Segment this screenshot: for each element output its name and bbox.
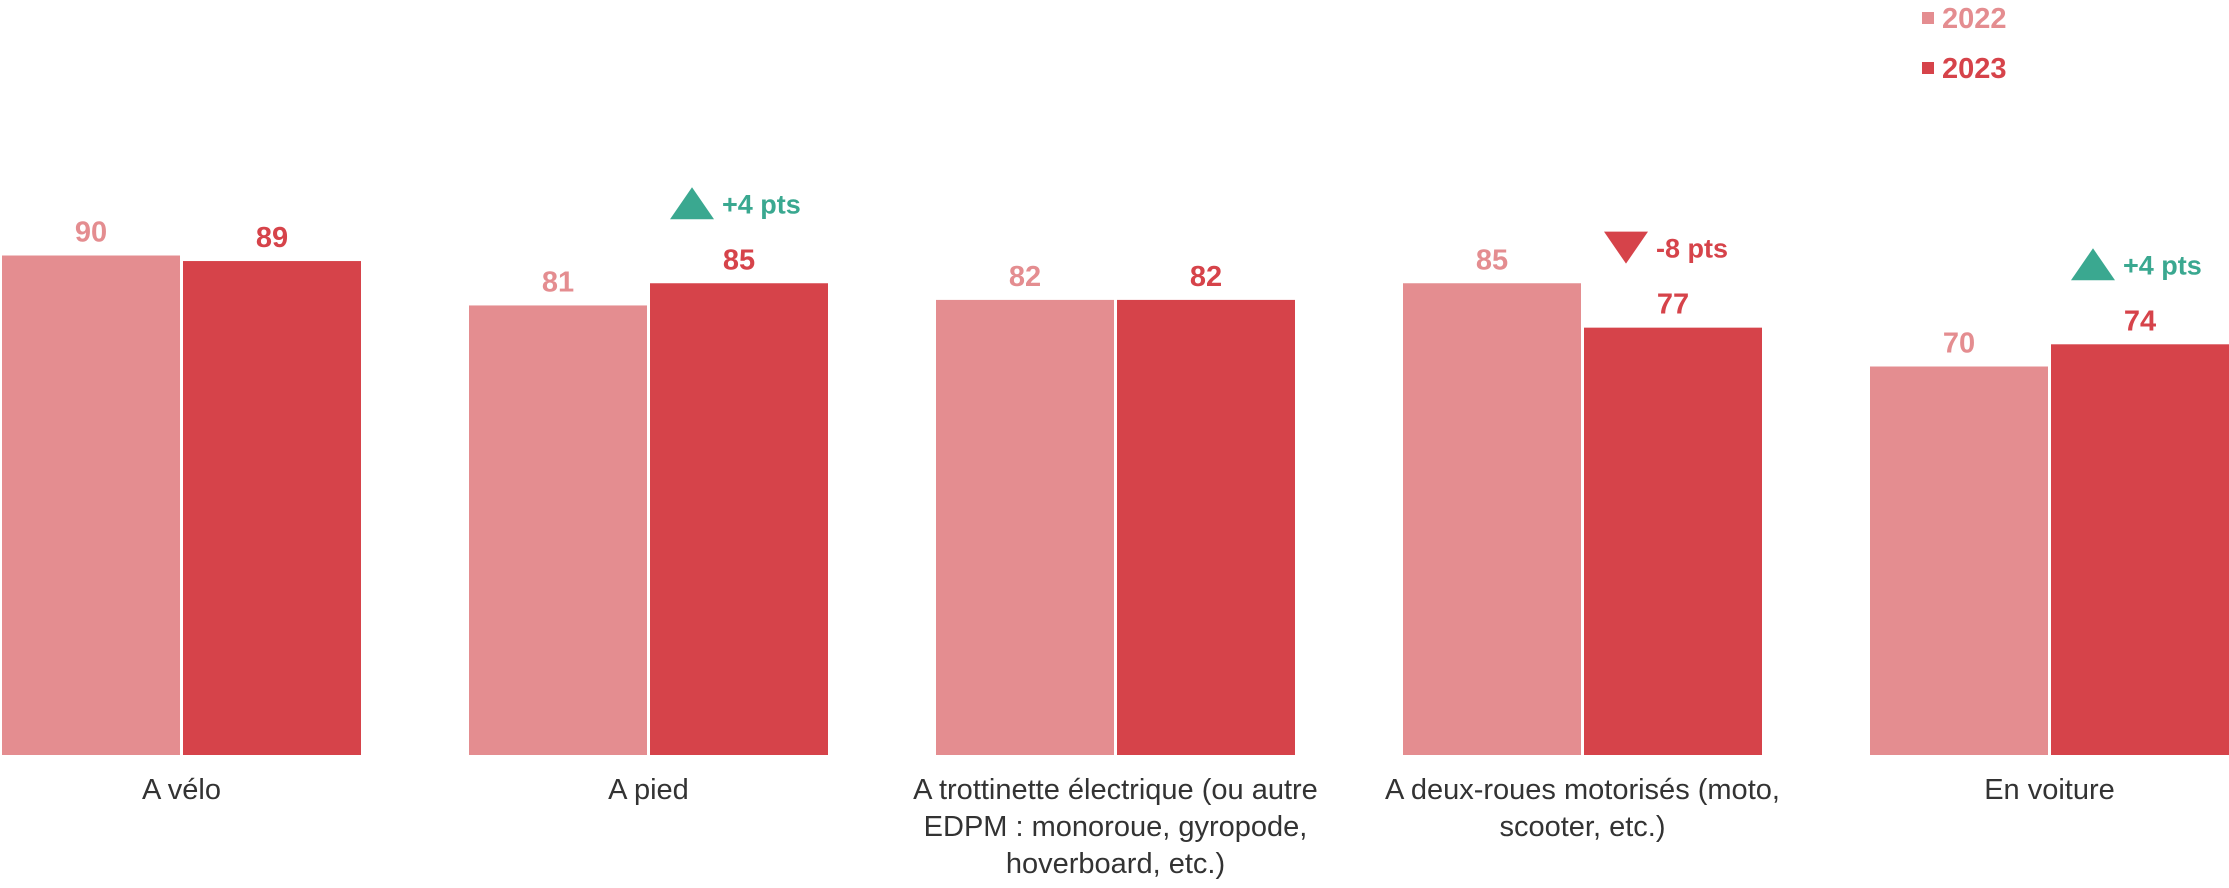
data-label-2023: 77 [1657,289,1689,321]
data-label-2023: 74 [2124,305,2156,337]
category-label: En voiture [1984,774,2115,806]
data-label-2022: 70 [1943,328,1975,360]
change-annotation: -8 pts [1656,234,1728,264]
category-label: A vélo [142,774,221,806]
legend-item-2022: 2022 [1922,3,2007,36]
bar-2022 [1870,366,2048,755]
legend-swatch-2023 [1922,62,1934,74]
category-label: A pied [608,774,689,806]
bar-2023 [1584,327,1762,755]
bar-2023 [183,261,361,755]
bar-2022 [2,255,180,755]
legend-label-2022: 2022 [1942,3,2007,35]
change-annotation: +4 pts [722,189,801,219]
bar-2022 [469,305,647,755]
data-label-2022: 85 [1476,244,1508,276]
bar-2023 [650,283,828,755]
triangle-up-icon [2071,248,2115,281]
legend-item-2023: 2023 [1922,53,2007,86]
bar-2022 [1403,283,1581,755]
legend-label-2023: 2023 [1942,53,2007,85]
category-label: A trottinette électrique (ou autre EDPM … [913,774,1318,880]
data-label-2023: 85 [723,244,755,276]
legend-swatch-2022 [1922,12,1934,24]
data-label-2023: 89 [256,222,288,254]
change-annotation: +4 pts [2123,250,2202,280]
triangle-down-icon [1604,231,1648,264]
bar-2022 [936,299,1114,755]
category-label: A deux-roues motorisés (moto, scooter, e… [1385,774,1780,843]
bar-2023 [1117,299,1295,755]
triangle-up-icon [670,187,714,220]
data-label-2022: 81 [542,266,574,298]
data-label-2023: 82 [1190,261,1222,293]
data-label-2022: 90 [75,217,107,249]
bar-2023 [2051,344,2229,755]
data-label-2022: 82 [1009,261,1041,293]
